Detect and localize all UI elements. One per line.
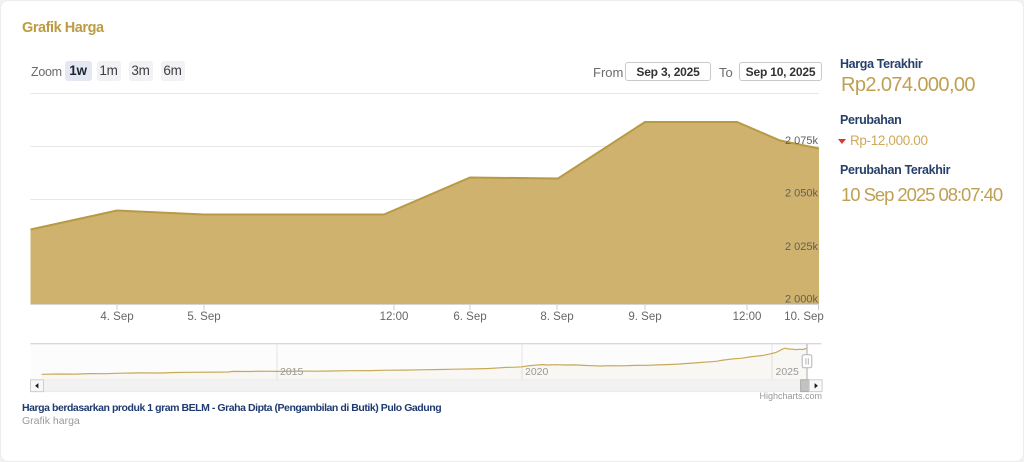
svg-text:12:00: 12:00 <box>733 311 762 323</box>
svg-text:2 025k: 2 025k <box>785 241 819 253</box>
svg-text:9. Sep: 9. Sep <box>628 311 661 323</box>
svg-text:6. Sep: 6. Sep <box>453 311 486 323</box>
svg-text:5. Sep: 5. Sep <box>187 311 220 323</box>
svg-text:2020: 2020 <box>525 366 549 378</box>
svg-text:Highcharts.com: Highcharts.com <box>759 391 822 401</box>
svg-text:8. Sep: 8. Sep <box>540 311 573 323</box>
svg-text:2025: 2025 <box>776 366 800 378</box>
svg-text:2 075k: 2 075k <box>785 135 819 147</box>
svg-text:2015: 2015 <box>280 366 304 378</box>
svg-text:10. Sep: 10. Sep <box>784 311 824 323</box>
svg-text:4. Sep: 4. Sep <box>100 311 133 323</box>
svg-text:2 050k: 2 050k <box>785 188 819 200</box>
svg-text:12:00: 12:00 <box>380 311 409 323</box>
svg-text:2 000k: 2 000k <box>785 294 819 306</box>
